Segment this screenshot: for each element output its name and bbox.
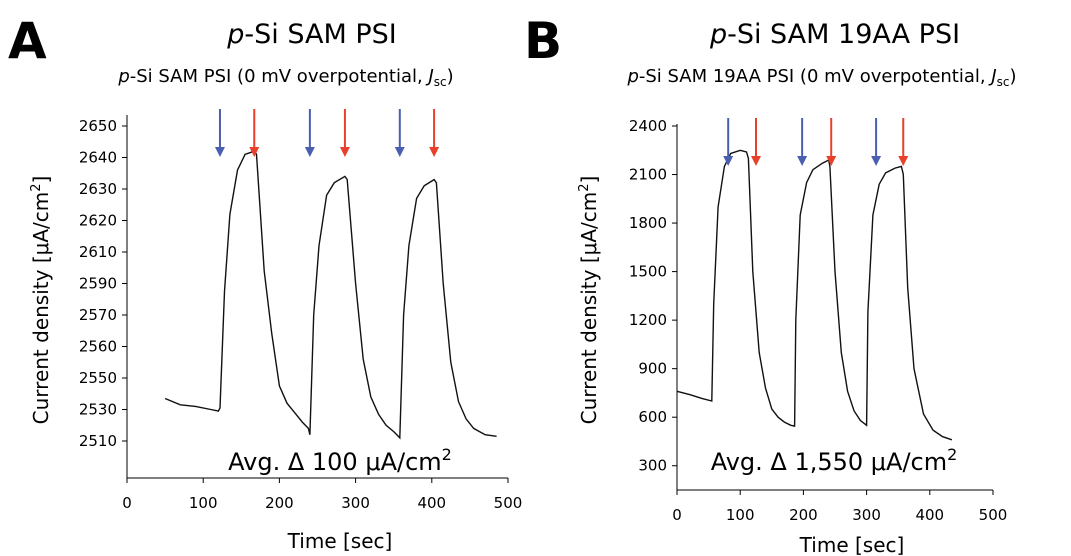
panel-b-subtitle-sub: sc <box>997 75 1010 89</box>
y-tick-label: 1500 <box>629 263 667 281</box>
light-on-arrow-head <box>797 156 808 166</box>
y-tick-label: 1200 <box>629 311 667 329</box>
x-tick-label: 400 <box>915 506 944 524</box>
x-tick-label: 200 <box>789 506 818 524</box>
y-tick-label: 300 <box>638 457 667 475</box>
y-tick-label: 2400 <box>629 117 667 135</box>
y-axis-label: Current density [μA/cm2] <box>577 176 601 425</box>
panel-b-subtitle-j: J <box>988 66 996 87</box>
delta-annotation: Avg. Δ 100 μA/cm2 <box>228 445 452 476</box>
y-axis-label-main: Current density [μA/cm <box>29 192 53 425</box>
panel-a-title: p-Si SAM PSI <box>226 19 396 50</box>
y-axis-label: Current density [μA/cm2] <box>29 176 53 425</box>
light-off-arrow-head <box>898 156 909 166</box>
delta-annotation-sup: 2 <box>947 445 957 464</box>
y-tick-label: 2590 <box>79 275 117 293</box>
x-tick-label: 400 <box>417 494 446 512</box>
panel-a-title-italic: p <box>226 19 244 50</box>
panel-b-subtitle-close: ) <box>1010 66 1017 87</box>
y-tick-label: 900 <box>638 360 667 378</box>
light-off-arrow-head <box>339 147 350 157</box>
panel-a-subtitle-j: J <box>425 66 433 87</box>
x-tick-label: 0 <box>122 494 132 512</box>
delta-annotation: Avg. Δ 1,550 μA/cm2 <box>711 445 958 476</box>
panel-b-title: p-Si SAM 19AA PSI <box>709 19 960 50</box>
y-tick-label: 2610 <box>79 243 117 261</box>
x-axis-label: Time [sec] <box>799 533 905 556</box>
x-tick-label: 500 <box>494 494 523 512</box>
panel-b-subtitle: p-Si SAM 19AA PSI (0 mV overpotential, J… <box>626 66 1016 89</box>
light-off-arrow-head <box>826 156 837 166</box>
panel-b-title-italic: p <box>709 19 727 50</box>
light-on-arrow-head <box>723 156 734 166</box>
light-off-arrow-head <box>751 156 761 166</box>
y-tick-label: 2650 <box>79 117 117 135</box>
delta-annotation-sup: 2 <box>442 445 452 464</box>
panel-letter-b: B <box>524 12 562 70</box>
y-tick-label: 2560 <box>79 338 117 356</box>
panel-b-title-rest: -Si SAM 19AA PSI <box>727 19 960 50</box>
y-tick-label: 2530 <box>79 401 117 419</box>
y-axis-label-main: Current density [μA/cm <box>577 192 601 425</box>
y-tick-label: 2570 <box>79 306 117 324</box>
y-axis-label-sup: 2 <box>29 183 44 191</box>
panel-a-subtitle-text: -Si SAM PSI (0 mV overpotential, <box>130 66 429 87</box>
y-tick-label: 2550 <box>79 369 117 387</box>
light-on-arrow-head <box>871 156 882 166</box>
light-on-arrow-head <box>304 147 315 157</box>
y-axis-label-end: ] <box>29 176 53 184</box>
delta-annotation-text: Avg. Δ 1,550 μA/cm <box>711 448 947 476</box>
series-line <box>164 150 497 440</box>
panel-a-subtitle-italic: p <box>117 66 129 87</box>
x-tick-label: 100 <box>726 506 755 524</box>
light-on-arrow-head <box>394 147 405 157</box>
x-tick-label: 500 <box>979 506 1008 524</box>
panel-a-subtitle: p-Si SAM PSI (0 mV overpotential, Jsc) <box>117 66 453 89</box>
y-tick-label: 2510 <box>79 432 117 450</box>
y-axis-label-sup: 2 <box>577 183 592 191</box>
x-tick-label: 300 <box>852 506 881 524</box>
x-axis-label: Time [sec] <box>287 529 393 553</box>
x-tick-label: 300 <box>341 494 370 512</box>
y-tick-label: 2640 <box>79 149 117 167</box>
y-tick-label: 2630 <box>79 180 117 198</box>
panel-a-subtitle-sub: sc <box>434 75 447 89</box>
y-tick-label: 2620 <box>79 212 117 230</box>
panel-a-title-rest: -Si SAM PSI <box>244 19 396 50</box>
light-off-arrow-head <box>249 147 260 157</box>
panel-a-subtitle-close: ) <box>447 66 454 87</box>
panel-b-subtitle-italic: p <box>626 66 638 87</box>
y-axis-label-end: ] <box>577 176 601 184</box>
panel-b-subtitle-text: -Si SAM 19AA PSI (0 mV overpotential, <box>639 66 991 87</box>
panel-letter-a: A <box>8 12 47 70</box>
x-tick-label: 200 <box>265 494 294 512</box>
x-tick-label: 0 <box>672 506 682 524</box>
x-tick-label: 100 <box>189 494 218 512</box>
delta-annotation-text: Avg. Δ 100 μA/cm <box>228 448 442 476</box>
y-tick-label: 1800 <box>629 214 667 232</box>
light-off-arrow-head <box>429 147 440 157</box>
series-line <box>676 149 953 441</box>
light-on-arrow-head <box>214 147 225 157</box>
panel-b-plot: 0 100 200 300 400 500 300 600 900 1200 1500 1800 210… <box>577 117 1007 556</box>
y-tick-label: 600 <box>638 408 667 426</box>
panel-a-plot: 0 100 200 300 400 500 2650 2640 2630 2620 2610 2590… <box>29 109 522 553</box>
y-tick-label: 2100 <box>629 166 667 184</box>
